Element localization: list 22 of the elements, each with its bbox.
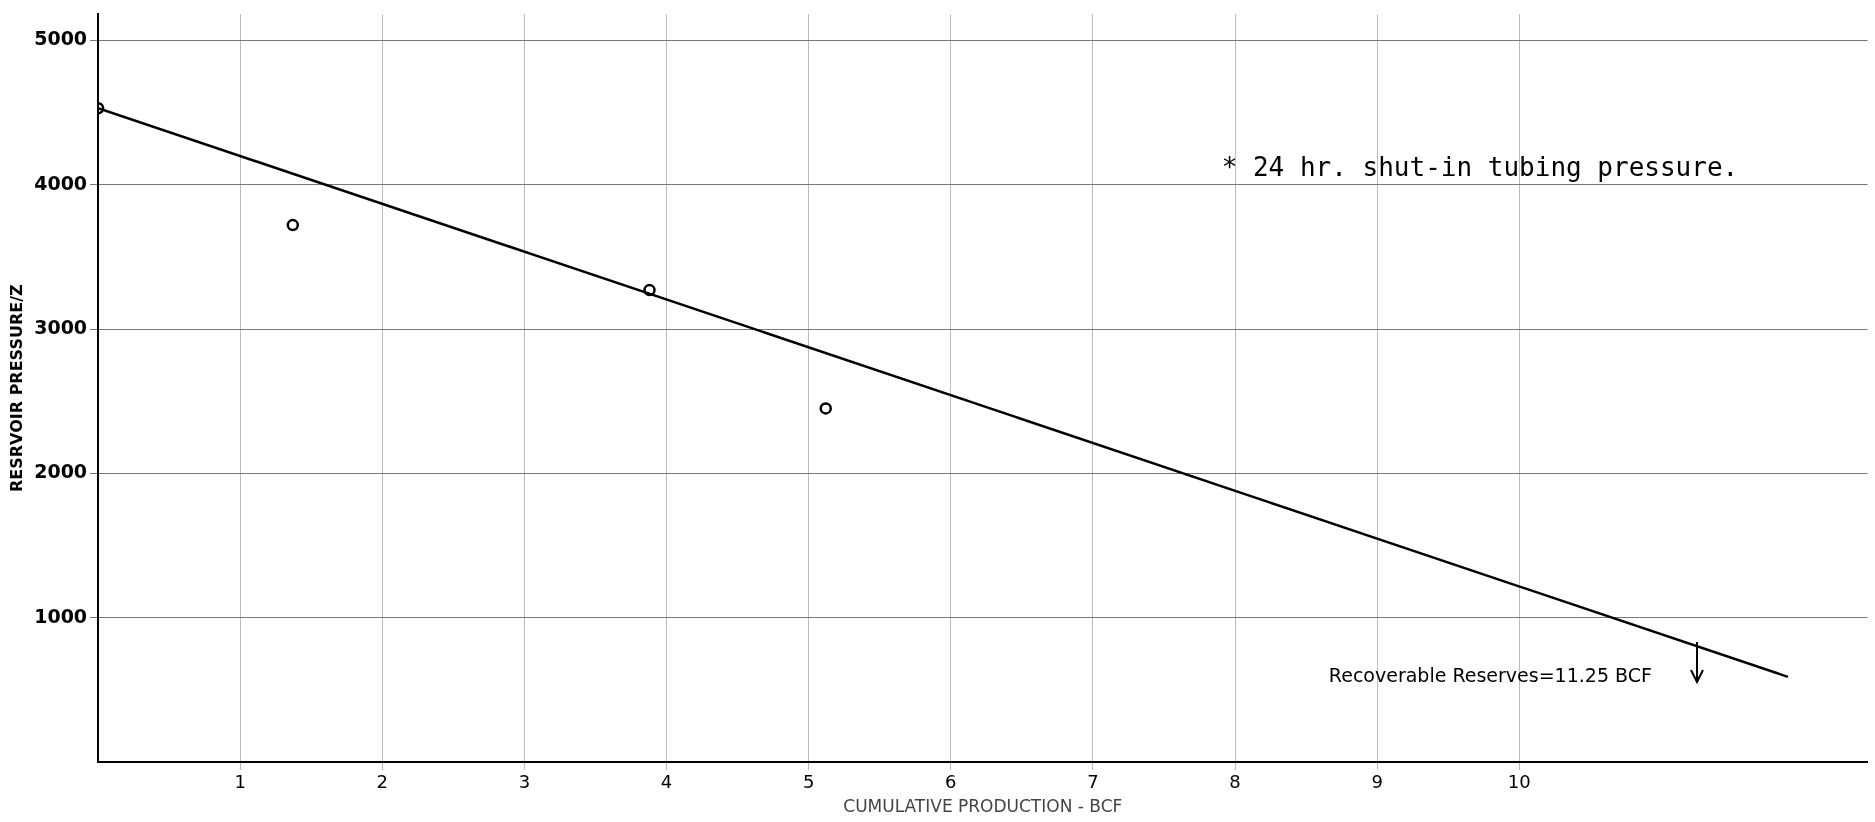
y-tick-label: 5000 [34, 27, 88, 50]
x-tick-label: 3 [518, 771, 531, 793]
point [286, 218, 300, 232]
y-tick-label: 4000 [34, 171, 88, 194]
x-tick-label: 2 [376, 771, 389, 793]
x-tick-label: 4 [660, 771, 673, 793]
x-tick-label: 6 [945, 771, 957, 793]
x-tick-label: 5 [802, 771, 815, 793]
x-tick-label: 10 [1507, 771, 1531, 793]
annotation: Recoverable Reserves=11.25 BCF [1328, 664, 1652, 687]
y-axis-title: RESRVOIR PRESSURE/Z [6, 284, 26, 493]
annotation: * 24 hr. shut-in tubing pressure. [1221, 152, 1739, 183]
y-tick-label: 2000 [34, 460, 88, 483]
y-tick-label: 3000 [34, 315, 88, 338]
x-tick-label: 8 [1229, 771, 1241, 793]
x-tick-label: 7 [1087, 771, 1099, 793]
x-tick-label: 9 [1371, 771, 1383, 793]
point [819, 402, 832, 415]
x-tick-label: 1 [234, 771, 246, 793]
y-tick-label: 1000 [34, 604, 88, 627]
point [643, 283, 656, 297]
x-axis-title: CUMULATIVE PRODUCTION - BCF [843, 796, 1123, 817]
